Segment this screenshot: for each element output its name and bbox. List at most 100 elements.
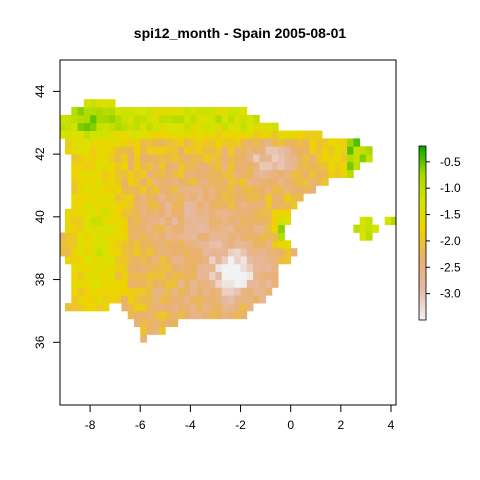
raster-cell [246, 201, 254, 210]
raster-cell [259, 240, 267, 249]
raster-cell [271, 256, 279, 265]
raster-cell [115, 185, 122, 194]
raster-cell [215, 287, 223, 296]
raster-cell [96, 169, 104, 179]
raster-cell [253, 287, 260, 296]
raster-cell [209, 224, 216, 233]
raster-cell [115, 240, 122, 249]
raster-cell [177, 161, 185, 171]
raster-cell [90, 201, 97, 210]
raster-cell [96, 287, 104, 296]
raster-cell [271, 146, 279, 155]
raster-cell [108, 122, 116, 131]
raster-cell [259, 122, 267, 131]
raster-cell [90, 248, 97, 257]
raster-cell [284, 146, 292, 155]
raster-cell [171, 107, 179, 116]
raster-cell [228, 169, 235, 179]
raster-cell [340, 154, 348, 163]
raster-cell [108, 99, 116, 108]
raster-cell [71, 161, 78, 171]
raster-cell [152, 154, 160, 163]
raster-cell [240, 130, 248, 139]
raster-cell [127, 201, 135, 210]
raster-cell [65, 240, 72, 249]
raster-cell [190, 177, 198, 186]
raster-cell [65, 303, 72, 312]
raster-cell [121, 256, 129, 265]
raster-cell [121, 248, 129, 257]
raster-cell [60, 240, 66, 249]
raster-cell [102, 216, 110, 226]
raster-cell [90, 146, 97, 155]
raster-cell [171, 138, 179, 147]
raster-cell [133, 146, 141, 155]
raster-cell [234, 256, 241, 265]
raster-cell [121, 224, 129, 233]
raster-cell [284, 177, 292, 186]
y-tick-label: 36 [33, 335, 47, 349]
raster-cell [228, 138, 235, 147]
raster-cell [184, 138, 191, 147]
raster-cell [315, 146, 323, 155]
raster-cell [290, 169, 298, 179]
raster-cell [347, 138, 354, 147]
raster-cell [365, 232, 373, 241]
raster-cell [278, 256, 285, 265]
raster-cell [202, 122, 210, 131]
raster-cell [234, 208, 241, 218]
raster-cell [228, 107, 235, 116]
raster-cell [127, 240, 135, 249]
x-tick-label: -6 [135, 418, 146, 432]
raster-cell [102, 295, 110, 304]
raster-cell [190, 310, 198, 320]
raster-cell [146, 154, 154, 163]
raster-cell [284, 138, 292, 147]
raster-cell [102, 161, 110, 171]
raster-cell [102, 146, 110, 155]
raster-cell [253, 256, 260, 265]
raster-cell [152, 177, 160, 186]
raster-cell [215, 271, 223, 280]
raster-cell [77, 146, 85, 155]
raster-cell [309, 146, 317, 155]
raster-cell [171, 240, 179, 249]
raster-cell [177, 138, 185, 147]
raster-cell [83, 169, 91, 179]
raster-cell [96, 122, 104, 131]
raster-cell [215, 232, 223, 241]
raster-cell [240, 138, 248, 147]
raster-cell [177, 310, 185, 320]
raster-cell [246, 287, 254, 296]
raster-cell [271, 224, 279, 233]
raster-cell [159, 161, 166, 171]
raster-cell [209, 146, 216, 155]
raster-cell [265, 240, 273, 249]
raster-cell [215, 154, 223, 163]
raster-cell [121, 303, 129, 312]
raster-cell [209, 193, 216, 202]
raster-cell [209, 279, 216, 288]
raster-cell [96, 114, 104, 124]
raster-cell [146, 107, 154, 116]
raster-cell [303, 138, 310, 147]
raster-cell [165, 263, 172, 273]
raster-cell [171, 122, 179, 131]
raster-cell [215, 248, 223, 257]
legend-tick-label: -3.0 [440, 287, 461, 301]
raster-cell [253, 232, 260, 241]
raster-cell [190, 216, 198, 226]
raster-cell [83, 138, 91, 147]
raster-cell [171, 216, 179, 226]
raster-cell [184, 122, 191, 131]
raster-cell [140, 122, 147, 131]
raster-cell [296, 154, 304, 163]
raster-cell [271, 193, 279, 202]
raster-cell [228, 271, 235, 280]
x-tick-label: -8 [85, 418, 96, 432]
raster-cell [83, 303, 91, 312]
raster-cell [90, 177, 97, 186]
raster-cell [196, 279, 204, 288]
raster-cell [221, 279, 229, 288]
raster-cell [202, 232, 210, 241]
